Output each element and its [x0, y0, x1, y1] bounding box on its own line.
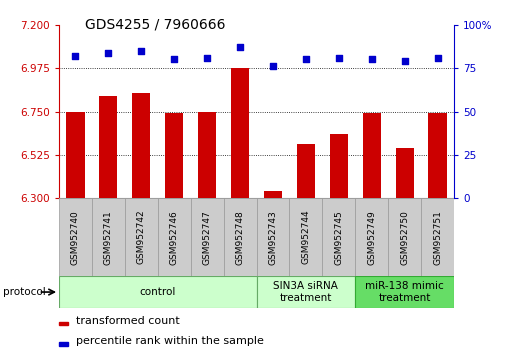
- Bar: [355, 276, 454, 308]
- Text: GSM952751: GSM952751: [433, 210, 442, 265]
- Bar: [388, 198, 421, 276]
- Point: [433, 55, 442, 61]
- Point: [334, 55, 343, 61]
- Bar: [256, 198, 289, 276]
- Bar: [191, 198, 224, 276]
- Bar: [231, 68, 249, 198]
- Bar: [289, 198, 322, 276]
- Bar: [59, 322, 68, 325]
- Text: GSM952743: GSM952743: [268, 210, 278, 264]
- Text: GSM952746: GSM952746: [170, 210, 179, 264]
- Point: [401, 58, 409, 64]
- Bar: [165, 113, 183, 198]
- Bar: [158, 198, 191, 276]
- Point: [269, 64, 277, 69]
- Bar: [125, 198, 158, 276]
- Point: [104, 50, 112, 55]
- Text: GSM952750: GSM952750: [400, 210, 409, 265]
- Text: protocol: protocol: [3, 287, 45, 297]
- Bar: [363, 113, 381, 198]
- Text: GSM952749: GSM952749: [367, 210, 376, 264]
- Bar: [256, 276, 355, 308]
- Bar: [59, 198, 92, 276]
- Bar: [66, 112, 85, 198]
- Bar: [92, 198, 125, 276]
- Text: GSM952745: GSM952745: [334, 210, 343, 264]
- Bar: [59, 342, 68, 346]
- Point: [368, 57, 376, 62]
- Text: percentile rank within the sample: percentile rank within the sample: [76, 336, 264, 346]
- Bar: [421, 198, 454, 276]
- Point: [236, 45, 244, 50]
- Bar: [330, 134, 348, 198]
- Text: GSM952740: GSM952740: [71, 210, 80, 264]
- Point: [71, 53, 80, 59]
- Text: GDS4255 / 7960666: GDS4255 / 7960666: [85, 18, 225, 32]
- Text: control: control: [140, 287, 176, 297]
- Point: [302, 57, 310, 62]
- Bar: [355, 198, 388, 276]
- Bar: [428, 113, 447, 198]
- Text: transformed count: transformed count: [76, 316, 180, 326]
- Text: GSM952747: GSM952747: [203, 210, 212, 264]
- Text: miR-138 mimic
treatment: miR-138 mimic treatment: [365, 281, 444, 303]
- Bar: [297, 144, 315, 198]
- Text: SIN3A siRNA
treatment: SIN3A siRNA treatment: [273, 281, 338, 303]
- Bar: [322, 198, 355, 276]
- Text: GSM952742: GSM952742: [137, 210, 146, 264]
- Point: [203, 55, 211, 61]
- Bar: [198, 112, 216, 198]
- Bar: [100, 96, 117, 198]
- Bar: [224, 198, 256, 276]
- Bar: [396, 148, 413, 198]
- Point: [170, 57, 179, 62]
- Bar: [59, 276, 256, 308]
- Point: [137, 48, 145, 53]
- Text: GSM952741: GSM952741: [104, 210, 113, 264]
- Text: GSM952744: GSM952744: [301, 210, 310, 264]
- Bar: [132, 93, 150, 198]
- Text: GSM952748: GSM952748: [235, 210, 245, 264]
- Bar: [264, 190, 282, 198]
